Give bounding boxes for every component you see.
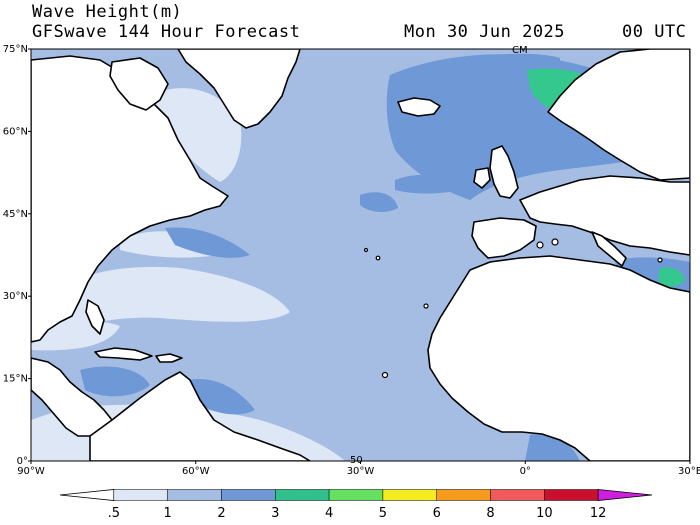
lat-tick-label: 60°N [3,126,28,137]
land-masses [31,49,690,461]
lon-tick-label: 30°W [347,466,375,477]
land-africa [427,255,690,461]
land-cuba [94,347,153,361]
land-hispaniola [155,353,183,363]
lat-tick-label: 0° [17,456,28,467]
land-italy [591,231,627,267]
map-variable-title: Wave Height(m) [32,2,183,22]
pole-label: CM [512,45,528,56]
land-ireland [473,167,491,189]
forecast-cycle: 00 UTC [622,22,687,42]
land-europe [519,175,690,256]
colorbar-segment [167,489,222,501]
lon-tick-label: 90°W [17,466,45,477]
colorbar-tick-label: 6 [433,506,441,521]
land-iceland [397,97,441,117]
colorbar-tick-label: 5 [379,506,387,521]
colorbar-tick-label: .5 [108,506,120,521]
colorbar-tick-label: 8 [486,506,494,521]
colorbar-segment [490,489,545,501]
colorbar-segment [382,489,437,501]
lat-tick-label: 30°N [3,291,28,302]
land-iberia [471,217,537,259]
latitude-axis: 75°N 60°N 45°N 30°N 15°N 0° [3,44,31,467]
colorbar-segment [221,489,276,501]
colorbar-tick-label: 12 [590,506,607,521]
longitude-axis: 90°W 60°W 30°W 0° 30°E [17,461,700,477]
land-greenland [177,49,301,129]
lon-tick-label: 0° [520,466,531,477]
land-south-america [89,371,311,461]
colorbar-tick-label: 1 [163,506,171,521]
colorbar-tick-label: 3 [271,506,279,521]
colorbar: .5 1 2 3 4 5 6 8 10 12 [59,489,653,521]
forecast-product-title: GFSwave 144 Hour Forecast [32,22,301,42]
colorbar-segment [275,489,330,501]
colorbar-segment [59,489,115,501]
lat-tick-label: 15°N [3,374,28,385]
colorbar-tick-label: 10 [536,506,553,521]
lat-tick-label: 75°N [3,44,28,55]
lon-tick-label: 60°W [182,466,210,477]
land-great-britain [489,145,519,199]
colorbar-tick-label: 2 [217,506,225,521]
sea-label: 50 [350,455,363,466]
colorbar-segment [597,489,653,501]
land-scandinavia [547,49,690,181]
lat-tick-label: 45°N [3,209,28,220]
land-florida [85,299,105,335]
lon-tick-label: 30°E [678,466,700,477]
forecast-date: Mon 30 Jun 2025 [404,22,566,42]
colorbar-segment [328,489,384,501]
islands [363,238,663,379]
colorbar-segment [113,489,168,501]
land-baffin-island [109,57,169,111]
colorbar-tick-label: 4 [325,506,333,521]
colorbar-segment [436,489,491,501]
colorbar-segment [544,489,599,501]
